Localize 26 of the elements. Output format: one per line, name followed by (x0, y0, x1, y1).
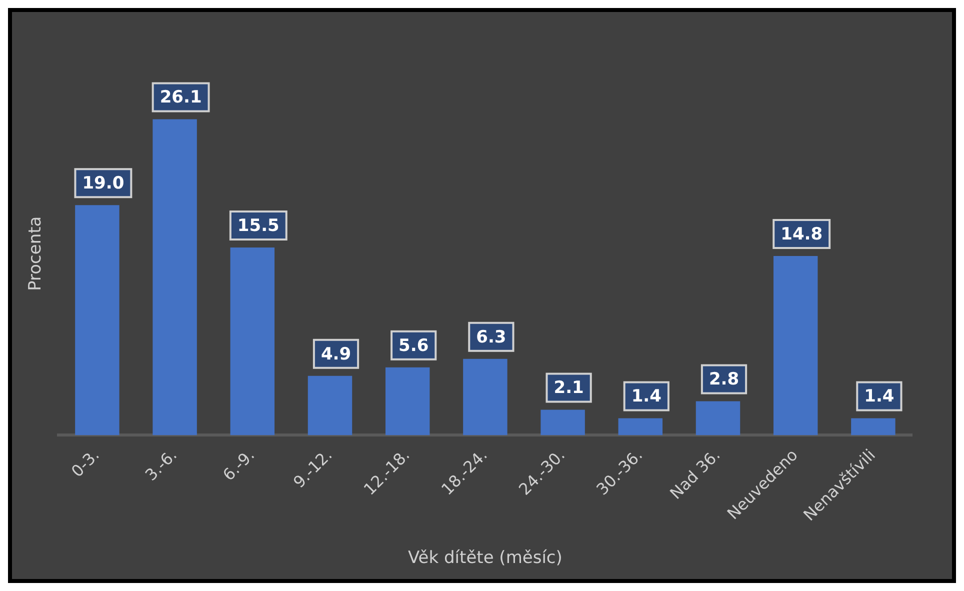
data-label: 5.6 (398, 336, 429, 356)
bar (152, 119, 197, 436)
bar (696, 401, 740, 436)
data-label: 1.4 (864, 386, 894, 407)
data-label: 2.8 (708, 370, 740, 390)
data-label: 4.9 (320, 344, 352, 364)
data-label: 19.0 (82, 174, 124, 194)
x-tick-label: 6.-9. (219, 445, 258, 484)
x-axis-title: Věk dítěte (měsíc) (408, 548, 562, 568)
x-tick-label: 0-3. (67, 445, 103, 481)
bar (540, 410, 585, 436)
bar (618, 418, 663, 436)
bar (230, 248, 275, 436)
y-axis-title: Procenta (26, 216, 46, 291)
data-label: 6.3 (476, 327, 506, 348)
bar (75, 205, 120, 436)
data-label: 1.4 (631, 386, 662, 407)
data-label: 26.1 (160, 88, 202, 108)
bar (463, 358, 508, 436)
bar (385, 367, 430, 436)
data-label: 15.5 (237, 216, 280, 236)
data-label: 2.1 (554, 378, 584, 398)
data-label: 14.8 (780, 224, 823, 244)
bar (773, 256, 818, 436)
bar (308, 376, 352, 436)
bar (851, 418, 896, 436)
